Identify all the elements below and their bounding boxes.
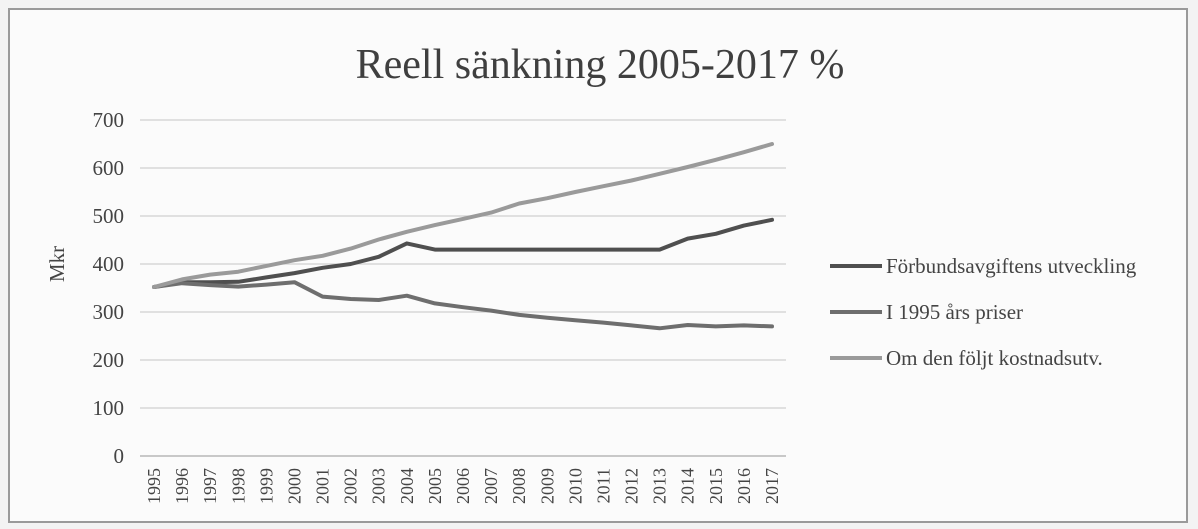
- y-tick-label: 0: [114, 444, 125, 468]
- x-tick-label: 2014: [678, 468, 698, 504]
- x-tick-label: 2001: [313, 468, 333, 504]
- x-tick-label: 1995: [144, 468, 164, 504]
- legend-label-1: Förbundsavgiftens utveckling: [886, 254, 1137, 278]
- x-tick-label: 1998: [228, 468, 248, 504]
- chart-title: Reell sänkning 2005-2017 %: [356, 42, 845, 88]
- x-tick-label: 2009: [537, 468, 557, 504]
- x-tick-label: 2004: [397, 468, 417, 504]
- x-tick-label: 2007: [481, 468, 501, 504]
- series-lines: [152, 142, 774, 331]
- series-line-3: [152, 142, 774, 289]
- x-tick-label: 2013: [650, 468, 670, 504]
- x-tick-label: 2002: [341, 468, 361, 504]
- y-tick-label: 300: [93, 300, 125, 324]
- y-tick-label: 200: [93, 348, 125, 372]
- series-line-2: [152, 280, 774, 331]
- x-tick-label: 2003: [369, 468, 389, 504]
- y-tick-label: 100: [93, 396, 125, 420]
- y-tick-label: 700: [93, 108, 125, 132]
- x-tick-label: 1999: [256, 468, 276, 504]
- y-tick-label: 500: [93, 204, 125, 228]
- x-tick-label: 2017: [762, 468, 782, 504]
- x-tick-label: 2005: [425, 468, 445, 504]
- y-axis-label: Mkr: [45, 246, 69, 282]
- y-tick-label: 600: [93, 156, 125, 180]
- legend: Förbundsavgiftens utveckling I 1995 års p…: [830, 254, 1137, 370]
- x-tick-label: 1996: [172, 468, 192, 504]
- x-tick-label: 2015: [706, 468, 726, 504]
- x-tick-label: 2012: [622, 468, 642, 504]
- x-tick-label: 2006: [453, 468, 473, 504]
- x-tick-label: 1997: [200, 468, 220, 504]
- legend-label-2: I 1995 års priser: [886, 300, 1023, 324]
- x-tick-label: 2011: [593, 468, 613, 503]
- legend-label-3: Om den följt kostnadsutv.: [886, 346, 1103, 370]
- x-axis-ticks: 1995 1996 1997 1998 1999 2000 2001 2002 2003 2004…: [144, 468, 782, 504]
- y-axis-ticks: 0 100 200 300 400 500 600 700: [93, 108, 125, 468]
- x-tick-label: 2000: [284, 468, 304, 504]
- x-tick-label: 2016: [734, 468, 754, 504]
- x-tick-label: 2008: [509, 468, 529, 504]
- chart-frame: [8, 8, 1188, 523]
- series-line-1: [152, 217, 774, 289]
- y-tick-label: 400: [93, 252, 125, 276]
- x-tick-label: 2010: [565, 468, 585, 504]
